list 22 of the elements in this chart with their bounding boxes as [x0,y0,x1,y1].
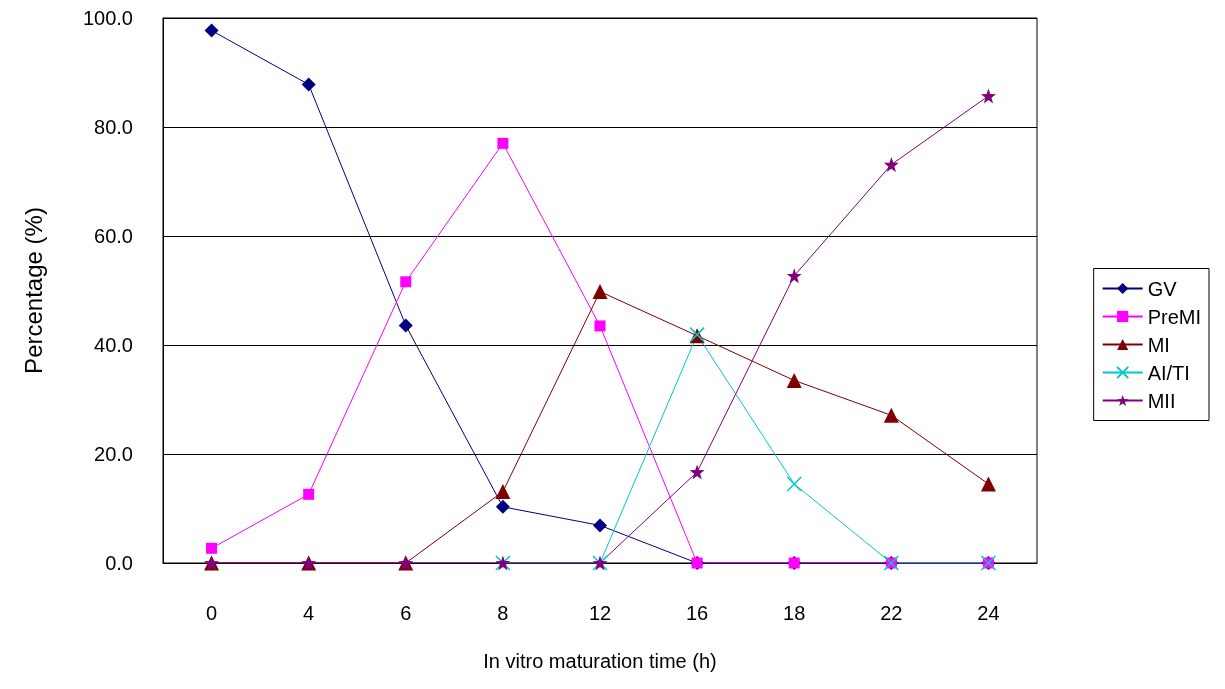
y-tick-label: 100.0 [82,7,133,29]
x-tick-label: 8 [497,602,509,624]
legend-label: AI/TI [1147,361,1190,384]
y-tick-label: 80.0 [94,116,133,138]
x-tick-label: 4 [303,602,315,624]
x-tick-label: 12 [588,602,612,624]
x-tick-label: 16 [685,602,709,624]
y-axis-title: Percentage (%) [19,207,47,374]
y-tick-label: 40.0 [94,334,133,356]
y-tick-label: 0.0 [105,552,133,574]
x-tick-label: 0 [205,602,218,624]
x-tick-label: 24 [977,602,1000,624]
y-tick-label: 60.0 [94,225,133,247]
x-axis-title: In vitro maturation time (h) [483,650,717,672]
x-tick-label: 22 [880,602,903,624]
y-tick-label: 20.0 [94,443,133,465]
legend-label: PreMI [1147,305,1201,328]
legend-label: MII [1147,389,1176,412]
x-tick-label: 18 [783,602,806,624]
x-tick-label: 6 [400,602,412,624]
legend-label: MI [1147,333,1170,356]
legend-label: GV [1147,277,1178,300]
